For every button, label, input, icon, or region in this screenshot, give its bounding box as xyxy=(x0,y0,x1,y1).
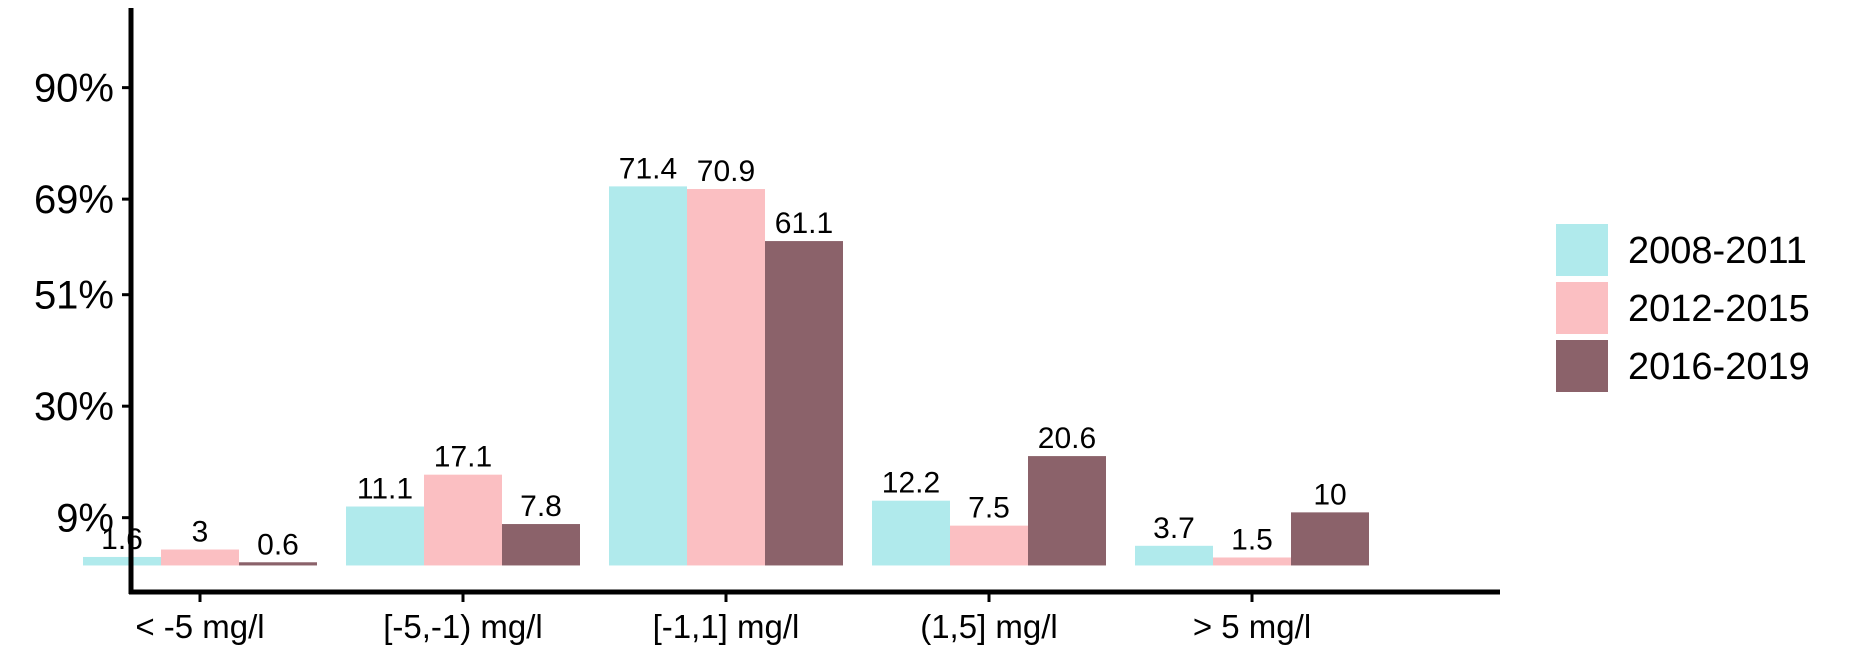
data-label: 7.8 xyxy=(520,490,562,523)
bar-2012-2015-1 xyxy=(424,474,502,566)
data-label: 12.2 xyxy=(882,467,940,500)
data-label: 17.1 xyxy=(434,441,492,474)
x-tick-label: [-1,1] mg/l xyxy=(653,608,800,645)
legend-label: 2016-2019 xyxy=(1628,346,1810,388)
legend-key-2012-2015 xyxy=(1556,282,1608,334)
bar-2016-2019-4 xyxy=(1291,512,1369,566)
y-tick-label: 30% xyxy=(34,385,114,429)
x-tick-label: [-5,-1) mg/l xyxy=(383,608,543,645)
data-label: 70.9 xyxy=(697,155,755,188)
bar-2008-2011-0 xyxy=(83,556,161,566)
x-tick-label: > 5 mg/l xyxy=(1193,608,1311,645)
legend-key-2016-2019 xyxy=(1556,340,1608,392)
data-label: 20.6 xyxy=(1038,422,1096,455)
data-labels-group: 1.6 3 0.6 11.1 17.1 7.8 71.4 70.9 61.1 12.2 7.5 20.… xyxy=(101,152,1347,561)
bar-2008-2011-1 xyxy=(346,506,424,566)
bar-2008-2011-3 xyxy=(872,500,950,566)
legend: 2008-2011 2012-2015 2016-2019 xyxy=(1556,224,1810,392)
y-tick-label: 90% xyxy=(34,67,114,111)
data-label: 71.4 xyxy=(619,152,677,185)
data-label: 11.1 xyxy=(357,473,413,506)
y-tick-label: 9% xyxy=(56,497,114,541)
data-label: 7.5 xyxy=(968,492,1010,525)
bar-2008-2011-4 xyxy=(1135,545,1213,566)
bar-2012-2015-2 xyxy=(687,189,765,566)
bars-group xyxy=(83,186,1369,566)
legend-key-2008-2011 xyxy=(1556,224,1608,276)
y-tick-label: 69% xyxy=(34,178,114,222)
legend-label: 2008-2011 xyxy=(1628,230,1807,272)
bar-2016-2019-3 xyxy=(1028,456,1106,566)
data-label: 3 xyxy=(192,516,209,549)
data-label: 3.7 xyxy=(1153,512,1195,545)
bar-2016-2019-1 xyxy=(502,524,580,566)
bar-2012-2015-3 xyxy=(950,525,1028,566)
bar-2016-2019-2 xyxy=(765,241,843,566)
x-tick-label: (1,5] mg/l xyxy=(920,608,1058,645)
bar-2016-2019-0 xyxy=(239,562,317,566)
data-label: 10 xyxy=(1313,478,1346,511)
bar-2012-2015-4 xyxy=(1213,557,1291,566)
y-tick-label: 51% xyxy=(34,274,114,318)
data-label: 1.5 xyxy=(1231,523,1273,556)
bar-2012-2015-0 xyxy=(161,549,239,566)
data-label: 1.6 xyxy=(101,523,143,556)
data-label: 0.6 xyxy=(257,528,299,561)
y-axis-ticks: 9% 30% 51% 69% 90% xyxy=(34,67,131,541)
bar-2008-2011-2 xyxy=(609,186,687,566)
x-axis-ticks: < -5 mg/l [-5,-1) mg/l [-1,1] mg/l (1,5] mg… xyxy=(135,592,1311,645)
legend-label: 2012-2015 xyxy=(1628,288,1810,330)
data-label: 61.1 xyxy=(775,207,833,240)
x-tick-label: < -5 mg/l xyxy=(135,608,264,645)
